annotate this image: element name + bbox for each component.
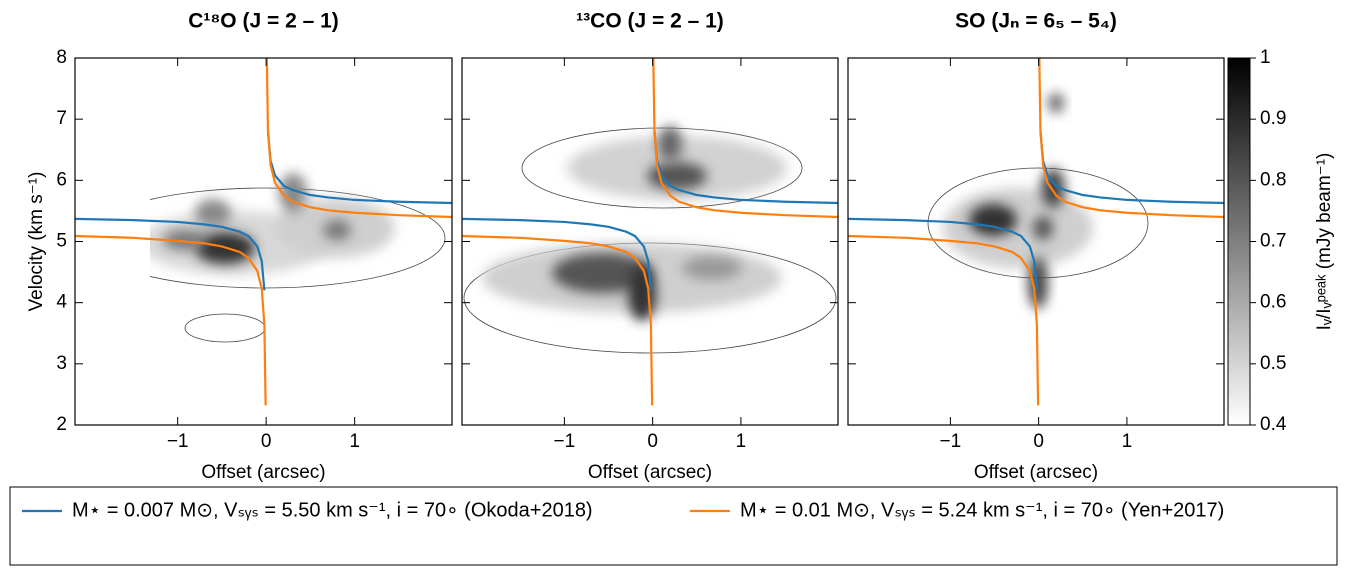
x-tick-label: 1 — [736, 431, 747, 452]
y-tick-label: 3 — [56, 353, 67, 374]
title: SO (Jₙ = 6₅ – 5₄) — [955, 10, 1117, 33]
x-tick-label: −1 — [554, 431, 576, 452]
title: C¹⁸O (J = 2 – 1) — [188, 10, 339, 33]
colorbar-tick-label: 0.7 — [1260, 231, 1286, 252]
model-curve — [848, 131, 1224, 291]
x-tick-label: 1 — [349, 431, 360, 452]
y-tick-label: 2 — [56, 414, 67, 435]
title: ¹³CO (J = 2 – 1) — [576, 10, 724, 33]
plot-frame — [461, 57, 839, 426]
model-curve — [75, 58, 452, 406]
x-axis-label: Offset (arcsec) — [588, 462, 712, 483]
x-tick-label: −1 — [167, 431, 189, 452]
colorbar-label: Iᵥ/Iᵥᵖᵉᵃᵏ (mJy beam⁻¹) — [1314, 153, 1335, 331]
legend-text: M⋆ = 0.007 M⊙, Vₛᵧₛ = 5.50 km s⁻¹, i = 7… — [72, 499, 593, 521]
colorbar-tick-label: 0.6 — [1260, 292, 1286, 313]
x-axis-label: Offset (arcsec) — [974, 462, 1098, 483]
y-tick-label: 8 — [56, 47, 67, 68]
emission — [150, 173, 446, 343]
x-tick-label: −1 — [940, 431, 962, 452]
emission — [927, 93, 1149, 309]
colorbar — [1227, 57, 1251, 426]
model-curve — [462, 58, 838, 406]
x-tick-label: 0 — [1033, 431, 1044, 452]
colorbar-tick-label: 0.9 — [1260, 108, 1286, 129]
y-axis-label: Velocity (km s⁻¹) — [26, 172, 47, 312]
y-tick-label: 5 — [56, 231, 67, 252]
x-tick-label: 1 — [1122, 431, 1133, 452]
colorbar-tick-label: 0.8 — [1260, 169, 1286, 190]
model-curve — [75, 131, 452, 291]
colorbar-tick-label: 1 — [1260, 47, 1271, 68]
y-tick-label: 7 — [56, 108, 67, 129]
model-curve — [848, 58, 1224, 406]
colorbar-tick-label: 0.5 — [1260, 353, 1286, 374]
legend-text: M⋆ = 0.01 M⊙, Vₛᵧₛ = 5.24 km s⁻¹, i = 70… — [740, 499, 1224, 521]
model-curve — [462, 131, 838, 291]
x-axis-label: Offset (arcsec) — [201, 462, 325, 483]
y-tick-label: 6 — [56, 169, 67, 190]
x-tick-label: 0 — [647, 431, 658, 452]
x-tick-label: 0 — [261, 431, 272, 452]
legend-box — [9, 486, 1338, 566]
colorbar-tick-label: 0.4 — [1260, 414, 1287, 435]
y-tick-label: 4 — [56, 292, 67, 313]
